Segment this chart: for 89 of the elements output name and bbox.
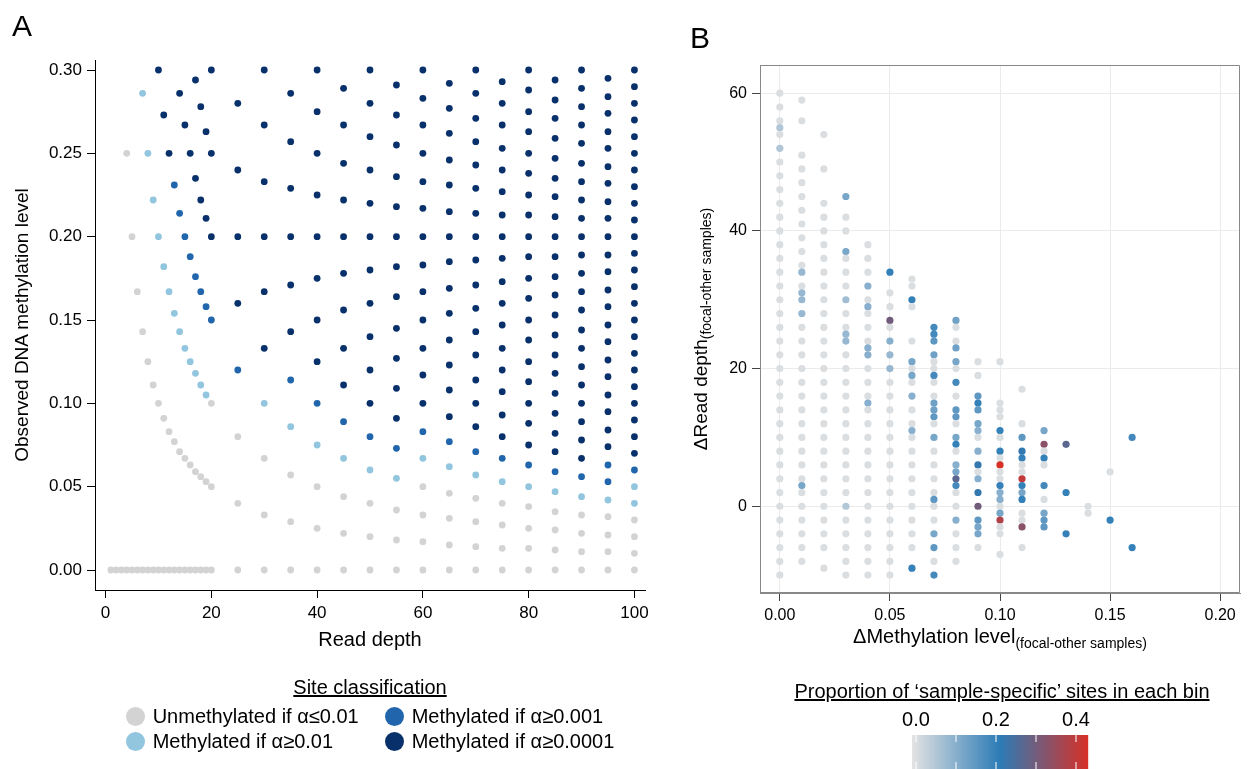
point [170, 181, 178, 189]
point [165, 288, 173, 296]
point [202, 391, 210, 399]
y-tick-label: 0.15 [48, 309, 82, 329]
x-tick-label: 0.15 [1094, 606, 1126, 624]
legend-label: Methylated if α≥0.0001 [411, 730, 615, 753]
point [340, 454, 347, 462]
point [631, 466, 638, 474]
point [525, 483, 533, 491]
point [578, 493, 585, 501]
point [186, 253, 194, 261]
point [139, 89, 146, 97]
point [287, 376, 295, 384]
point [170, 309, 178, 317]
point [445, 463, 453, 471]
y-tick-label: 0 [738, 496, 748, 514]
y-tick-label: 20 [729, 358, 748, 376]
point [192, 273, 199, 281]
x-tick-label: 0 [100, 602, 111, 622]
point [472, 471, 480, 479]
y-tick-label: 0.05 [48, 476, 82, 496]
point [366, 466, 374, 474]
point [181, 233, 189, 241]
x-axis-title: Read depth [318, 628, 422, 651]
x-tick-label: 80 [519, 602, 539, 622]
x-tick-label: 0.05 [874, 606, 906, 624]
y-tick-label: 0.20 [48, 226, 82, 246]
point [445, 438, 453, 446]
point [578, 473, 585, 481]
color-bar-label: 0.0 [902, 708, 930, 730]
point [631, 499, 638, 507]
legend-label: Unmethylated if α≤0.01 [152, 705, 359, 728]
point [604, 461, 612, 469]
point [498, 454, 506, 462]
y-tick-label: 0.25 [48, 143, 82, 163]
x-tick-label: 40 [307, 602, 327, 622]
point [287, 423, 295, 431]
point [551, 488, 559, 496]
point [181, 344, 189, 352]
x-tick-label: 0.10 [984, 606, 1016, 624]
x-axis-title: ΔMethylation level$_{(focal-other samples)}$ [853, 625, 1147, 651]
x-tick-label: 0.00 [764, 606, 796, 624]
chart-title: B [690, 21, 711, 54]
point [192, 369, 199, 377]
y-tick-label: 0.30 [48, 59, 82, 79]
chart-title: A [12, 9, 33, 42]
legend-label: Methylated if α≥0.001 [411, 705, 604, 728]
y-tick-label: 0.00 [48, 559, 82, 579]
point [155, 233, 162, 241]
point [197, 288, 205, 296]
y-tick-label: 0.10 [48, 393, 82, 413]
point [176, 209, 184, 217]
color-bar-label: 0.2 [982, 708, 1010, 730]
point [366, 433, 374, 441]
point [393, 444, 400, 452]
point [631, 483, 638, 491]
point [419, 428, 427, 436]
point [604, 496, 612, 504]
color-bar-label: 0.4 [1062, 708, 1090, 730]
point [551, 468, 559, 476]
point [186, 358, 194, 366]
legend-label: Methylated if α≥0.01 [152, 730, 334, 753]
point [197, 381, 205, 389]
point [202, 303, 210, 311]
point [393, 474, 400, 482]
legend-title: Site classification [292, 676, 448, 699]
point [419, 454, 427, 462]
color-bar-title: Proportion of ‘sample-specific’ sites in each bin [794, 680, 1210, 703]
point [144, 149, 152, 157]
point [472, 448, 480, 456]
x-tick-label: 100 [620, 602, 649, 622]
x-tick-label: 0.20 [1204, 606, 1236, 624]
point [604, 478, 612, 486]
x-tick-label: 20 [201, 602, 221, 622]
x-tick-label: 60 [413, 602, 433, 622]
point [313, 399, 321, 407]
point [176, 328, 184, 336]
point [313, 441, 321, 449]
point [260, 399, 268, 407]
y-tick-label: 60 [729, 83, 748, 101]
point [149, 196, 157, 204]
point [498, 478, 506, 486]
point [340, 418, 347, 426]
y-tick-label: 40 [729, 221, 748, 239]
point [525, 461, 533, 469]
point [160, 263, 168, 271]
point [234, 366, 242, 374]
point [207, 316, 215, 324]
y-axis-title: Observed DNA methylation level [11, 188, 33, 462]
